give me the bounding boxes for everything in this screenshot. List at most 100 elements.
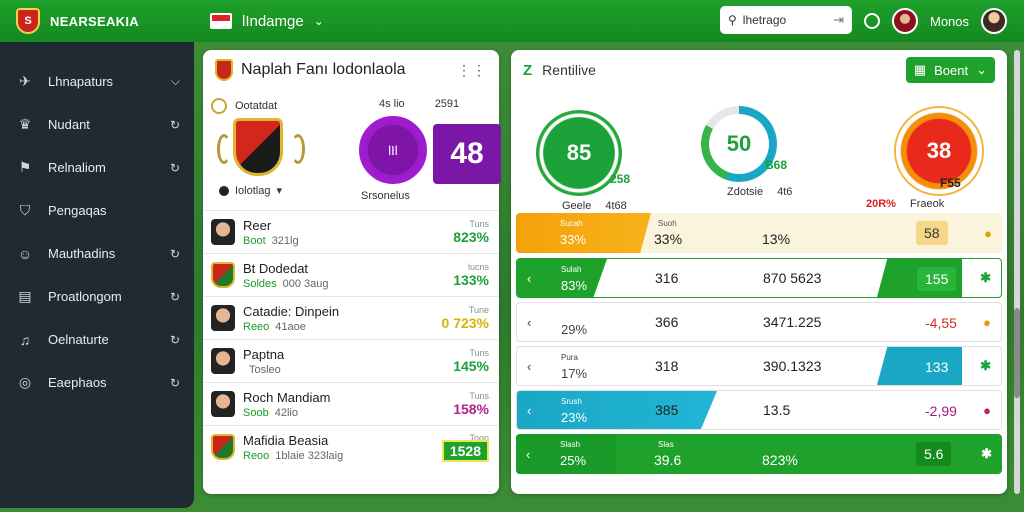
brand-logo-icon: S xyxy=(16,8,40,34)
sidebar-item[interactable]: ▤ Proatlongom ↻ xyxy=(0,275,194,318)
player-meta: 41aoe xyxy=(275,320,306,333)
sidebar-item[interactable]: ⛉ Pengaqas xyxy=(0,189,194,232)
player-row[interactable]: Roch Mandiam Soob 42lio Tuns 158% xyxy=(203,382,499,425)
user-name[interactable]: Monos xyxy=(930,13,970,29)
chevron-left-icon[interactable]: ‹ xyxy=(527,358,532,374)
player-stat: Tuns 823% xyxy=(453,219,499,245)
stat-row-left: 83% xyxy=(561,278,588,293)
club-sub-row[interactable]: Iolotlag ▾ xyxy=(219,184,282,197)
chevron-left-icon[interactable]: ‹ xyxy=(527,270,532,286)
z-icon: Z xyxy=(523,61,533,79)
gauge-side-value: 258 xyxy=(610,172,631,186)
player-row[interactable]: Paptna Tosleo Tuns 145% xyxy=(203,339,499,382)
player-row[interactable]: Mafidia Beasia Reoo 1blaie 323laig Toon 1… xyxy=(203,425,499,468)
player-small-label: Tuns xyxy=(469,348,489,358)
search-input[interactable]: ⚲ lhetrago ⇥ xyxy=(720,6,852,34)
player-tag: Reeo xyxy=(243,320,270,333)
refresh-icon[interactable]: ↻ xyxy=(169,160,180,175)
sidebar-item-label: Lhnapaturs xyxy=(48,74,114,89)
user-icon[interactable] xyxy=(864,13,880,29)
stat-row-value: -4,55 xyxy=(925,315,957,331)
stat-row-left: 23% xyxy=(561,410,588,425)
player-stat: Toon 1528 xyxy=(441,433,499,462)
sidebar-item-label: Eaephaos xyxy=(48,375,107,390)
stat-row[interactable]: ‹ Slash 25% Slas 39.6 823% 5.6 ✱ xyxy=(516,434,1002,474)
boent-button-label: Boent xyxy=(934,62,969,78)
scroll-thumb[interactable] xyxy=(1014,308,1020,398)
sidebar-item[interactable]: ♛ Nudant ↻ xyxy=(0,103,194,146)
sidebar-item[interactable]: ♫ Oelnaturte ↻ xyxy=(0,318,194,361)
crest-icon xyxy=(211,434,235,460)
boent-button[interactable]: ▦ Boent ⌄ xyxy=(905,57,995,83)
stat-row-mid2: 390.1323 xyxy=(763,358,822,374)
stat-row-end-icon[interactable]: ✱ xyxy=(980,270,991,285)
stat-row[interactable]: ‹ Pura 17% 318 390.1323 133 ✱ xyxy=(516,346,1002,386)
chevron-down-icon[interactable]: ⌵ xyxy=(170,74,180,88)
player-meta: 42lio xyxy=(274,406,298,419)
arrow-right-icon[interactable]: ⇥ xyxy=(833,12,844,27)
player-tag: Soob xyxy=(243,406,269,419)
chevron-left-icon[interactable]: ‹ xyxy=(527,402,532,418)
stat-row-value: -2,99 xyxy=(925,403,957,419)
gauge-caption-right: Fraeok xyxy=(909,198,945,210)
more-icon[interactable]: ⋮⋮ xyxy=(457,61,487,78)
stat-row-end-icon[interactable]: ✱ xyxy=(981,446,992,461)
avatar[interactable] xyxy=(892,8,918,34)
stat-row[interactable]: ‹ Sulah 83% 316 870 5623 155 ✱ xyxy=(516,258,1002,298)
scrollbar[interactable] xyxy=(1014,50,1020,494)
stat-row-end-icon[interactable]: ● xyxy=(984,225,992,241)
stat-row-end-icon[interactable]: ● xyxy=(983,402,991,418)
page-selector[interactable]: lIndamge ⌄ xyxy=(210,13,324,30)
player-small-label: Tuns xyxy=(469,219,489,229)
sidebar-item[interactable]: ✈ Lhnapaturs ⌵ xyxy=(0,60,194,103)
stat-row-bar xyxy=(516,434,616,474)
gauge-value: 38 xyxy=(926,138,952,163)
stat-row-mid2: 13.5 xyxy=(763,402,791,418)
player-sub: Reeo 41aoe xyxy=(243,321,442,333)
refresh-icon[interactable]: ↻ xyxy=(169,117,180,132)
gauge-value: 85 xyxy=(566,140,592,165)
sidebar-item[interactable]: ⚑ Relnaliom ↻ xyxy=(0,146,194,189)
refresh-icon[interactable]: ↻ xyxy=(169,375,180,390)
stat-row[interactable]: Sucah 33% Suoh 33% 13% 58 ● xyxy=(516,213,1002,253)
profile-avatar[interactable] xyxy=(981,8,1008,34)
stat-row-end-icon[interactable]: ● xyxy=(983,314,991,330)
search-icon: ⚲ xyxy=(728,13,737,27)
sidebar-item[interactable]: ☺ Mauthadins ↻ xyxy=(0,232,194,275)
chevron-left-icon[interactable]: ‹ xyxy=(526,446,531,462)
player-meta: 321lg xyxy=(271,234,299,247)
stat-row[interactable]: ‹ Srush 23% 385 13.5 -2,99 ● xyxy=(516,390,1002,430)
stats-panel-title: Rentilive xyxy=(542,62,596,78)
player-sub: Boot 321lg xyxy=(243,235,453,247)
sidebar-item-label: Mauthadins xyxy=(48,246,116,261)
sidebar-item-label: Relnaliom xyxy=(48,160,106,175)
player-text: Bt Dodedat Soldes 000 3aug xyxy=(243,261,453,290)
player-name: Bt Dodedat xyxy=(243,260,309,276)
brand[interactable]: S NEARSEAKIA xyxy=(0,8,196,34)
player-row[interactable]: Reer Boot 321lg Tuns 823% xyxy=(203,210,499,253)
player-text: Roch Mandiam Soob 42lio xyxy=(243,390,453,419)
gauge: 85 xyxy=(536,110,622,196)
club-label-row: Ootatdat xyxy=(211,98,277,114)
purple-ring: lIl xyxy=(359,116,427,184)
sidebar-item[interactable]: ◎ Eaephaos ↻ xyxy=(0,361,194,404)
stat-row-small: Pura xyxy=(561,353,578,362)
chevron-left-icon[interactable]: ‹ xyxy=(527,314,532,330)
refresh-icon[interactable]: ↻ xyxy=(169,246,180,261)
stat-row-value: 5.6 xyxy=(916,442,952,466)
player-text: Catadie: Dinpein Reeo 41aoe xyxy=(243,304,442,333)
stat-row-mid-small: Slas xyxy=(658,440,674,449)
player-row[interactable]: Catadie: Dinpein Reeo 41aoe Tune 0 723% xyxy=(203,296,499,339)
refresh-icon[interactable]: ↻ xyxy=(169,289,180,304)
ring-caption: Srsonelus xyxy=(361,190,410,202)
player-stat: lucns 133% xyxy=(453,262,499,288)
gauge-caption-left: 20R% xyxy=(866,198,896,210)
bell-icon: ♫ xyxy=(19,331,31,348)
shield-icon: ⛉ xyxy=(19,202,31,218)
stat-row[interactable]: ‹ 29% 366 3471.225 -4,55 ● xyxy=(516,302,1002,342)
player-row[interactable]: Bt Dodedat Soldes 000 3aug lucns 133% xyxy=(203,253,499,296)
player-tag: Reoo xyxy=(243,449,270,462)
gauge-side-value: F55 xyxy=(940,176,961,190)
stat-row-end-icon[interactable]: ✱ xyxy=(980,358,991,373)
refresh-icon[interactable]: ↻ xyxy=(169,332,180,347)
